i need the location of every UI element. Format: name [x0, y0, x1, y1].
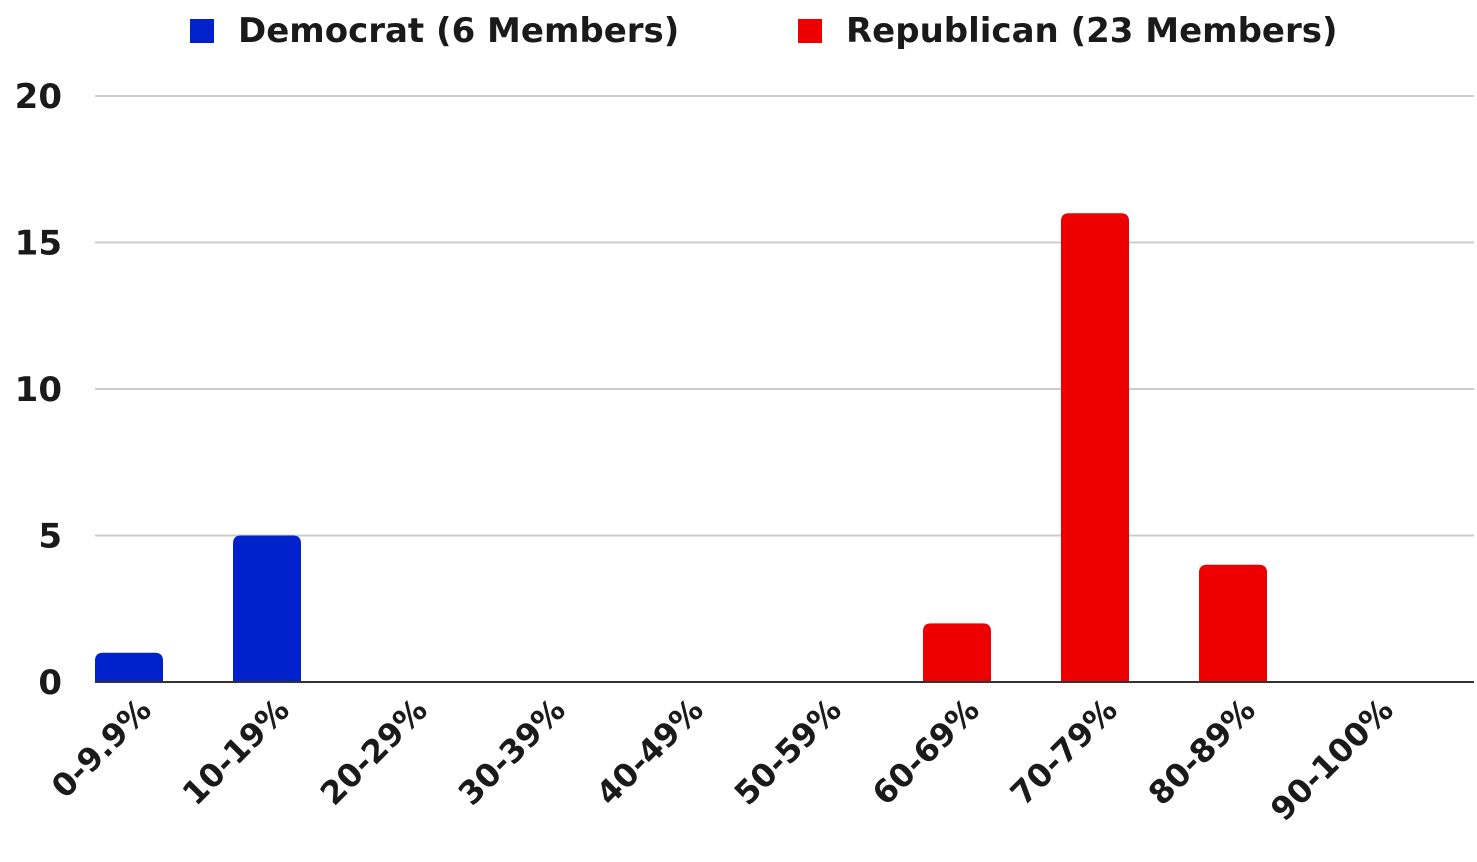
legend-swatch: [190, 19, 214, 43]
legend: Democrat (6 Members) Republican (23 Membe…: [190, 11, 1338, 51]
legend-swatch: [798, 19, 822, 43]
bar-republican-80-89%: [1199, 564, 1267, 682]
x-tick-label: 30-39%: [451, 691, 573, 813]
x-tick-label: 90-100%: [1263, 691, 1401, 829]
y-tick-label: 15: [15, 224, 62, 264]
y-tick-label: 20: [15, 77, 62, 117]
bar-democrat-10-19%: [233, 535, 301, 682]
y-tick-label: 10: [15, 370, 62, 410]
x-tick-label: 60-69%: [865, 691, 987, 813]
x-tick-label: 80-89%: [1141, 691, 1263, 813]
x-axis-ticks: 0-9.9% 10-19% 20-29% 30-39% 40-49% 50-59% 60-6…: [44, 691, 1401, 829]
legend-label: Republican (23 Members): [846, 11, 1338, 51]
x-tick-label: 10-19%: [175, 691, 297, 813]
x-tick-label: 40-49%: [589, 691, 711, 813]
y-tick-label: 5: [38, 517, 62, 557]
bar-democrat-0-9.9%: [95, 652, 163, 682]
x-tick-label: 20-29%: [313, 691, 435, 813]
y-tick-label: 0: [38, 663, 62, 703]
x-tick-label: 0-9.9%: [44, 691, 159, 806]
x-tick-label: 50-59%: [727, 691, 849, 813]
bar-republican-60-69%: [923, 623, 991, 682]
bar-republican-70-79%: [1061, 213, 1129, 682]
x-tick-label: 70-79%: [1003, 691, 1125, 813]
bars: [95, 213, 1267, 682]
gridlines: [95, 95, 1474, 537]
legend-label: Democrat (6 Members): [238, 11, 679, 51]
y-axis-ticks: 0 5 10 15 20: [15, 77, 62, 703]
